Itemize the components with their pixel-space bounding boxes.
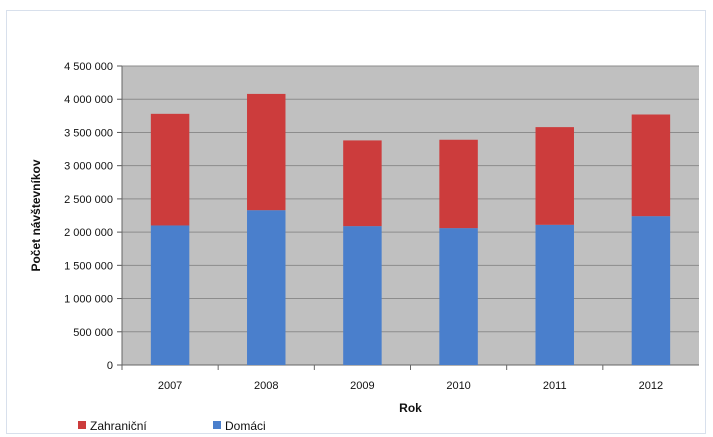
bar-zahranin-2011 <box>535 127 574 225</box>
x-axis-title: Rok <box>399 401 422 415</box>
y-tick-label: 1 500 000 <box>64 260 113 272</box>
y-tick-label: 4 000 000 <box>64 94 113 106</box>
bar-zahranin-2010 <box>439 139 478 229</box>
bar-zahranin-2007 <box>150 113 190 226</box>
x-axis-ticks: 2007 2008 2009 2010 2011 2012 <box>121 365 663 392</box>
y-tick-label: 3 500 000 <box>64 127 113 139</box>
legend-label: Zahraniční <box>90 419 147 433</box>
x-tick-label: 2011 <box>543 380 567 392</box>
legend-swatch <box>213 421 221 429</box>
bars <box>150 93 671 365</box>
x-tick-label: 2012 <box>639 380 663 392</box>
y-tick-label: 3 000 000 <box>64 161 113 173</box>
y-tick-label: 2 500 000 <box>64 194 113 206</box>
bar-domci-2007 <box>150 225 190 365</box>
x-tick-label: 2010 <box>446 380 470 392</box>
bar-zahranin-2009 <box>343 140 382 227</box>
y-tick-label: 1 000 000 <box>64 294 113 306</box>
y-axis-title: Počet návštevníkov <box>29 159 43 271</box>
bar-domci-2012 <box>631 216 671 365</box>
y-tick-label: 4 500 000 <box>64 61 113 73</box>
x-tick-label: 2007 <box>158 380 182 392</box>
legend-swatch <box>78 421 86 429</box>
bar-domci-2008 <box>247 210 286 365</box>
y-tick-label: 2 000 000 <box>64 227 113 239</box>
plot-area <box>122 66 699 365</box>
bar-zahranin-2008 <box>247 93 286 211</box>
legend: Zahraniční Domáci <box>78 419 266 433</box>
legend-label: Domáci <box>225 419 266 433</box>
y-tick-label: 0 <box>107 360 113 372</box>
y-axis-ticks: 0 500 000 1 000 000 1 500 000 2 000 000 2 500… <box>64 61 113 372</box>
bar-domci-2011 <box>535 224 574 365</box>
bar-domci-2010 <box>439 228 478 365</box>
x-tick-label: 2009 <box>350 380 374 392</box>
x-tick-label: 2008 <box>254 380 278 392</box>
bar-zahranin-2012 <box>631 114 671 217</box>
y-tick-label: 500 000 <box>73 327 113 339</box>
bar-domci-2009 <box>343 226 382 365</box>
